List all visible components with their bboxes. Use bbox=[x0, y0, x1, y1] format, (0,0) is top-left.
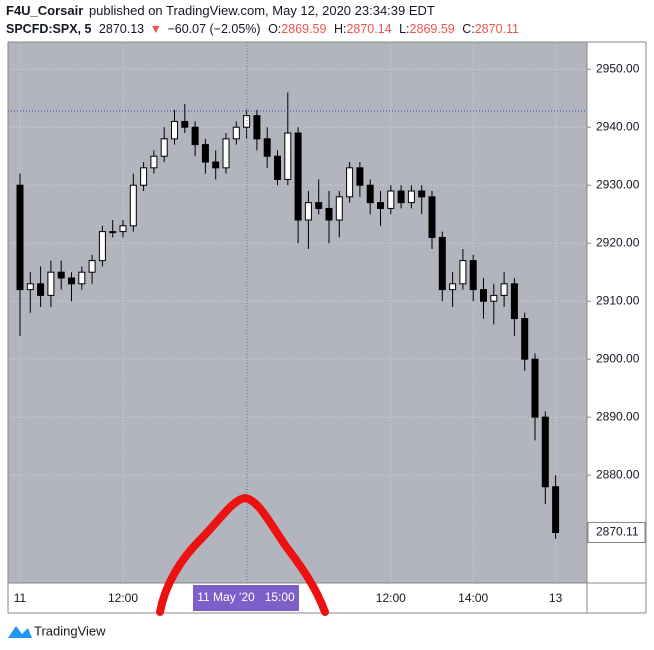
candle-body bbox=[428, 196, 436, 238]
candle-body bbox=[387, 190, 395, 209]
candle-body bbox=[377, 202, 384, 209]
candle-body bbox=[150, 155, 158, 169]
author: F4U_Corsair bbox=[6, 3, 83, 18]
candle-body bbox=[407, 190, 415, 204]
arrow: ▼ bbox=[150, 22, 162, 36]
logo-icon bbox=[8, 626, 32, 638]
candle-body bbox=[418, 190, 426, 198]
candle-body bbox=[366, 184, 374, 204]
c-label: C: bbox=[462, 22, 475, 36]
candle-body bbox=[181, 120, 189, 128]
candle-body bbox=[356, 167, 364, 186]
candle-body bbox=[47, 271, 55, 296]
publish-line: F4U_Corsair published on TradingView.com… bbox=[6, 3, 435, 18]
candle-body bbox=[57, 271, 65, 279]
candle-body bbox=[212, 161, 220, 169]
l: 2869.59 bbox=[410, 22, 455, 36]
symbol-line: SPCFD:SPX, 5 2870.13 ▼ −60.07 (−2.05%) O… bbox=[6, 22, 519, 36]
h: 2870.14 bbox=[346, 22, 391, 36]
candle-body bbox=[129, 184, 137, 227]
logo bbox=[8, 626, 32, 638]
candle-body bbox=[88, 260, 96, 273]
brand: TradingView bbox=[34, 623, 106, 638]
candle-body bbox=[160, 138, 168, 157]
candle-body bbox=[119, 225, 127, 233]
candle-body bbox=[243, 115, 251, 128]
candle-body bbox=[26, 283, 34, 291]
candle-body bbox=[469, 260, 477, 291]
candle-body bbox=[191, 126, 199, 146]
candle-body bbox=[541, 416, 549, 488]
plot-area bbox=[8, 42, 587, 583]
candle-body bbox=[263, 138, 271, 157]
x-tick-label: 14:00 bbox=[458, 591, 488, 605]
candle-body bbox=[325, 207, 333, 221]
last-price-box bbox=[587, 521, 646, 543]
y-tick-label: 2910.00 bbox=[596, 293, 640, 307]
x-tick-label: 13 bbox=[549, 591, 563, 605]
last-price-label: 2870.11 bbox=[596, 525, 639, 539]
candle-body bbox=[449, 283, 457, 291]
candle-body bbox=[438, 236, 446, 291]
o-label: O: bbox=[268, 22, 281, 36]
candle-body bbox=[490, 294, 498, 302]
y-tick-label: 2920.00 bbox=[596, 235, 640, 249]
candle-body bbox=[253, 115, 261, 140]
candle-body bbox=[16, 184, 24, 291]
candle-body bbox=[346, 167, 354, 198]
candle-body bbox=[335, 196, 343, 221]
y-tick-label: 2940.00 bbox=[596, 119, 640, 133]
change: −60.07 (−2.05%) bbox=[167, 22, 260, 36]
candle-body bbox=[531, 358, 539, 418]
y-tick-label: 2880.00 bbox=[596, 467, 640, 481]
candle-body bbox=[510, 283, 518, 320]
candle-body bbox=[315, 202, 323, 209]
candle-body bbox=[222, 138, 230, 169]
candle-body bbox=[521, 318, 529, 360]
candle-body bbox=[274, 155, 281, 180]
candle-body bbox=[98, 231, 106, 262]
candle-body bbox=[397, 190, 405, 204]
candle-body bbox=[78, 271, 86, 285]
x-tick-label: 11 bbox=[14, 591, 27, 605]
candle-body bbox=[68, 277, 75, 285]
crosshair-label: 11 May '20 15:00 bbox=[197, 590, 295, 604]
candle-body bbox=[232, 126, 240, 140]
y-tick-label: 2900.00 bbox=[596, 351, 640, 365]
candle-body bbox=[552, 486, 560, 533]
l-label: L: bbox=[399, 22, 409, 36]
candle-body bbox=[109, 231, 117, 234]
hand-drawn-arc bbox=[156, 493, 329, 616]
candle-body bbox=[480, 289, 487, 302]
x-tick-label: 12:00 bbox=[376, 591, 406, 605]
candle-body bbox=[171, 120, 178, 140]
crosshair-label-box bbox=[193, 585, 299, 611]
h-label: H: bbox=[334, 22, 347, 36]
y-tick-label: 2950.00 bbox=[596, 61, 640, 75]
candle-body bbox=[284, 132, 292, 180]
c: 2870.11 bbox=[475, 22, 519, 36]
y-tick-label: 2890.00 bbox=[596, 409, 640, 423]
o: 2869.59 bbox=[281, 22, 326, 36]
y-tick-label: 2930.00 bbox=[596, 177, 640, 191]
last: 2870.13 bbox=[99, 22, 144, 36]
x-tick-label: 12:00 bbox=[108, 591, 138, 605]
candle-body bbox=[304, 202, 312, 221]
symbol: SPCFD:SPX, 5 bbox=[6, 22, 91, 36]
published: published on TradingView.com, May 12, 20… bbox=[89, 3, 435, 18]
candle-body bbox=[37, 283, 45, 296]
candle-body bbox=[201, 144, 209, 163]
candle-body bbox=[140, 167, 148, 186]
candle-body bbox=[500, 283, 508, 296]
candle-body bbox=[459, 260, 467, 285]
candle-body bbox=[294, 132, 302, 221]
